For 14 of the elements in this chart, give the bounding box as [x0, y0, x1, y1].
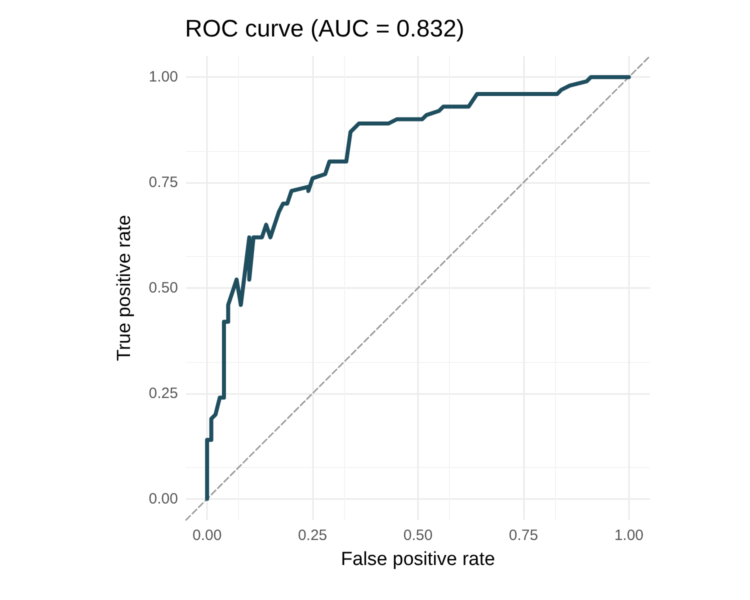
x-tick-label: 0.25 — [298, 527, 328, 544]
x-tick-label: 0.75 — [508, 527, 538, 544]
y-tick-label: 1.00 — [148, 68, 178, 86]
chart-title: ROC curve (AUC = 0.832) — [185, 16, 464, 42]
y-tick-label: 0.75 — [148, 174, 178, 192]
x-tick-label: 0.50 — [403, 527, 433, 544]
x-tick-label: 0.00 — [192, 527, 222, 544]
y-tick-label: 0.00 — [148, 490, 178, 508]
x-axis-title: False positive rate — [340, 549, 496, 570]
y-axis-title: True positive rate — [114, 214, 135, 362]
y-tick-label: 0.25 — [148, 384, 178, 402]
line-series — [205, 75, 631, 501]
x-tick-label: 1.00 — [614, 527, 644, 544]
y-tick-label: 0.50 — [148, 280, 178, 296]
